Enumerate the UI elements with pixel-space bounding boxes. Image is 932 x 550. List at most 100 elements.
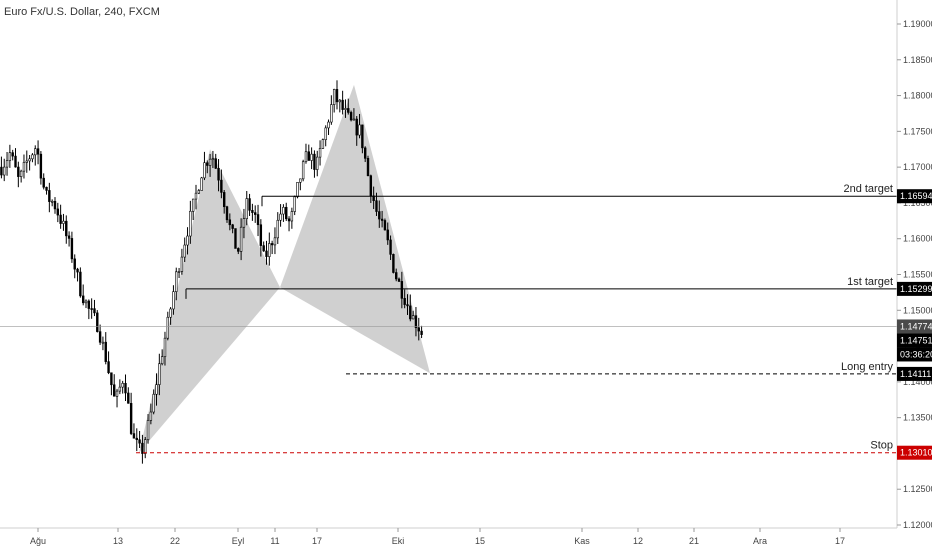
candle-body xyxy=(335,89,339,103)
candle-body xyxy=(34,148,37,156)
candle-body xyxy=(166,316,169,339)
candle-body xyxy=(389,239,392,255)
candle-body xyxy=(287,218,291,222)
countdown-tag-text: 03:36:20 xyxy=(900,349,932,359)
candle-body xyxy=(332,89,336,105)
candle-body xyxy=(304,151,308,163)
x-tick-label: 13 xyxy=(113,536,123,546)
candle-body xyxy=(101,341,105,344)
candle-body xyxy=(155,384,158,395)
level-label: Stop xyxy=(870,440,893,452)
candle-body xyxy=(330,104,333,123)
y-tick-label: 1.12000 xyxy=(903,520,932,530)
candle-body xyxy=(358,124,361,136)
y-tick-label: 1.16000 xyxy=(903,234,932,244)
candle-body xyxy=(268,243,271,257)
x-tick-label: Eyl xyxy=(232,536,245,546)
candle-body xyxy=(395,272,398,280)
candle-body xyxy=(406,304,409,307)
y-tick-label: 1.18000 xyxy=(903,91,932,101)
current-price-tag-text: 1.14774 xyxy=(900,321,932,331)
candle-body xyxy=(65,220,68,237)
candle-body xyxy=(200,177,203,191)
level-price-tag xyxy=(897,189,932,204)
candle-body xyxy=(234,228,237,249)
candle-body xyxy=(177,271,181,273)
candle-body xyxy=(259,224,263,246)
candle-body xyxy=(352,118,356,121)
y-tick-label: 1.19000 xyxy=(903,19,932,29)
candle-body xyxy=(237,248,240,252)
x-tick-label: Kas xyxy=(574,536,590,546)
x-tick-label: Eki xyxy=(392,536,405,546)
candle-body xyxy=(149,411,153,421)
candle-body xyxy=(53,200,57,210)
current-price-tag xyxy=(897,319,932,334)
candle-body xyxy=(197,190,201,194)
countdown-tag xyxy=(897,347,932,362)
candle-body xyxy=(48,190,51,202)
candle-body xyxy=(115,390,119,397)
candle-body xyxy=(3,166,6,176)
candle-body xyxy=(59,214,62,224)
candle-body xyxy=(104,341,107,362)
candle-body xyxy=(107,361,110,374)
candle-body xyxy=(158,363,161,385)
candle-body xyxy=(42,177,45,188)
candle-body xyxy=(231,224,234,229)
candle-body xyxy=(248,198,251,211)
level-price-tag-text: 1.15299 xyxy=(900,284,932,294)
candle-body xyxy=(262,245,265,252)
candle-body xyxy=(397,278,401,282)
y-tick-label: 1.15000 xyxy=(903,305,932,315)
candle-body xyxy=(17,166,20,177)
candle-body xyxy=(316,156,319,170)
candle-body xyxy=(375,200,378,212)
x-tick-label: 21 xyxy=(689,536,699,546)
candle-body xyxy=(70,238,74,260)
candle-body xyxy=(307,151,310,161)
candle-body xyxy=(183,244,186,258)
candle-body xyxy=(93,308,96,314)
candle-body xyxy=(256,214,260,226)
candle-body xyxy=(293,196,296,212)
level-label: 2nd target xyxy=(843,183,893,195)
candle-body xyxy=(56,208,60,216)
chart-title: Euro Fx/U.S. Dollar, 240, FXCM xyxy=(4,6,160,18)
candle-body xyxy=(98,331,102,343)
candle-body xyxy=(129,403,133,434)
candle-body xyxy=(285,206,288,220)
candle-body xyxy=(251,210,254,213)
y-tick-label: 1.14000 xyxy=(903,377,932,387)
level-price-tag xyxy=(897,445,932,460)
candle-body xyxy=(169,308,172,318)
candle-body xyxy=(228,219,232,226)
candle-body xyxy=(338,99,342,103)
candle-body xyxy=(144,439,147,454)
y-tick-label: 1.17500 xyxy=(903,126,932,136)
candle-body xyxy=(313,153,316,170)
candle-body xyxy=(62,220,65,224)
candle-body xyxy=(113,384,116,397)
candle-body xyxy=(222,192,226,208)
candle-body xyxy=(386,229,389,241)
candle-series xyxy=(0,80,423,464)
candle-body xyxy=(175,271,178,292)
candle-body xyxy=(279,213,282,221)
x-tick-label: Ağu xyxy=(30,536,46,546)
time-axis[interactable]: Ağu 13 22 Eyl 11 17 Eki 15 Kas 12 21 Ara 17 xyxy=(30,528,845,546)
candle-body xyxy=(344,108,347,110)
candle-body xyxy=(67,235,71,239)
candle-body xyxy=(50,200,54,203)
y-tick-label: 1.17000 xyxy=(903,162,932,172)
last-price-tag-text: 1.14751 xyxy=(900,335,932,345)
candle-body xyxy=(127,392,130,404)
candle-body xyxy=(349,112,353,121)
candle-body xyxy=(361,124,364,149)
y-tick-label: 1.18500 xyxy=(903,55,932,65)
candle-body xyxy=(417,327,420,332)
candle-body xyxy=(110,372,113,386)
candle-body xyxy=(265,250,268,257)
candle-body xyxy=(5,160,9,168)
